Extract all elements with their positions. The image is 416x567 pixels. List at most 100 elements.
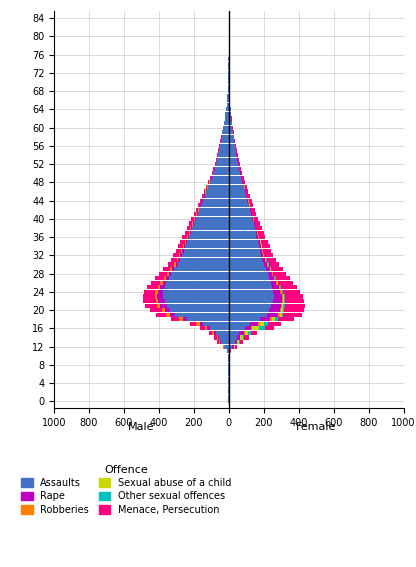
Bar [189,222,193,226]
Bar [244,336,248,340]
Bar [208,180,209,184]
Bar [182,249,184,253]
Bar [273,299,282,303]
Bar [229,372,230,376]
Bar [229,126,233,130]
Bar [229,281,271,285]
Bar [163,281,166,285]
Bar [191,322,196,326]
Bar [224,121,229,125]
Bar [252,327,259,331]
Bar [198,203,200,208]
Bar [267,263,268,266]
Bar [285,303,305,308]
Bar [156,299,158,303]
Bar [183,244,184,248]
Bar [173,253,179,257]
Bar [237,153,238,157]
Bar [229,198,248,203]
Bar [229,376,230,380]
Bar [229,308,269,312]
Bar [255,226,256,230]
Bar [186,235,188,239]
Bar [240,336,243,340]
Bar [170,312,175,317]
Bar [229,244,259,248]
Bar [229,217,252,221]
Bar [246,194,247,198]
Bar [196,322,200,326]
Bar [201,203,229,208]
Bar [207,327,210,331]
Bar [263,253,264,257]
Bar [188,231,190,235]
Bar [243,180,245,184]
Bar [229,203,248,208]
Bar [228,363,229,367]
Bar [258,322,260,326]
Bar [217,153,218,157]
Bar [262,244,270,248]
Bar [279,285,280,289]
Bar [213,171,229,175]
Bar [267,258,276,262]
Bar [179,253,181,257]
Bar [167,272,169,276]
Bar [271,303,281,308]
Bar [200,198,202,203]
Bar [160,303,167,308]
Bar [278,317,294,321]
Bar [277,281,278,285]
Bar [220,144,229,148]
Bar [251,208,255,212]
Bar [221,340,229,344]
Bar [240,340,243,344]
Bar [203,198,229,203]
Bar [171,258,177,262]
Bar [265,327,275,331]
Bar [229,130,233,134]
Bar [204,194,205,198]
Bar [272,317,275,321]
Bar [218,153,229,157]
Bar [256,235,258,239]
Bar [225,112,229,116]
Bar [202,194,204,198]
Bar [177,258,178,262]
Bar [229,276,269,280]
Bar [176,249,181,253]
Bar [172,267,174,271]
Bar [245,331,248,335]
Bar [225,345,229,349]
Bar [218,149,219,153]
Bar [182,235,186,239]
Bar [194,222,229,226]
Bar [228,390,229,394]
Bar [229,189,245,193]
Bar [165,308,170,312]
Bar [214,331,216,335]
Bar [245,189,246,193]
Bar [266,267,270,271]
Bar [229,331,239,335]
Bar [229,212,251,217]
Bar [180,258,229,262]
Text: Female: Female [296,422,337,432]
Bar [179,317,183,321]
Bar [144,299,156,303]
Bar [222,130,229,134]
Bar [269,308,280,312]
Bar [206,189,229,193]
Bar [226,107,229,112]
Bar [166,276,169,280]
Bar [273,272,286,276]
Bar [176,263,178,266]
Bar [229,367,230,371]
Bar [229,249,260,253]
Bar [254,222,255,226]
Bar [262,258,265,262]
Bar [227,94,229,98]
Bar [272,285,279,289]
Bar [229,317,260,321]
Bar [157,294,163,298]
